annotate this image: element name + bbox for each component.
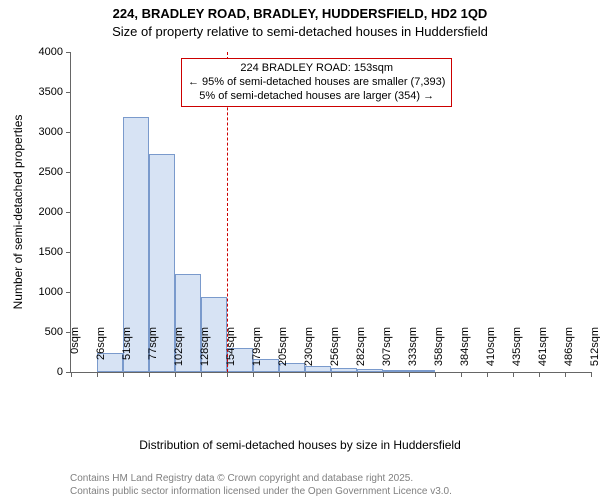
x-tick-label: 128sqm [199, 327, 211, 382]
y-tick [66, 252, 71, 253]
annotation-line-2: ← 95% of semi-detached houses are smalle… [188, 76, 445, 90]
y-tick [66, 92, 71, 93]
x-tick-label: 512sqm [589, 327, 600, 382]
y-tick [66, 292, 71, 293]
y-tick [66, 132, 71, 133]
y-tick [66, 52, 71, 53]
x-tick-label: 26sqm [95, 327, 107, 382]
chart-title-address: 224, BRADLEY ROAD, BRADLEY, HUDDERSFIELD… [0, 6, 600, 21]
y-tick-label: 2000 [39, 206, 63, 218]
x-tick-label: 77sqm [147, 327, 159, 382]
x-tick-label: 307sqm [381, 327, 393, 382]
x-tick-label: 0sqm [69, 327, 81, 382]
annotation-line-1: 224 BRADLEY ROAD: 153sqm [188, 62, 445, 76]
x-tick-label: 230sqm [303, 327, 315, 382]
y-tick-label: 2500 [39, 166, 63, 178]
x-tick-label: 435sqm [511, 327, 523, 382]
annotation-box: 224 BRADLEY ROAD: 153sqm← 95% of semi-de… [181, 58, 452, 107]
y-tick [66, 212, 71, 213]
chart-root: 224, BRADLEY ROAD, BRADLEY, HUDDERSFIELD… [0, 0, 600, 500]
x-tick-label: 410sqm [485, 327, 497, 382]
x-tick-label: 486sqm [563, 327, 575, 382]
attribution-line1: Contains HM Land Registry data © Crown c… [70, 473, 452, 486]
x-axis-label: Distribution of semi-detached houses by … [0, 438, 600, 452]
y-tick-label: 1000 [39, 286, 63, 298]
x-tick-label: 51sqm [121, 327, 133, 382]
y-tick-label: 3500 [39, 86, 63, 98]
x-tick-label: 333sqm [407, 327, 419, 382]
y-tick-label: 3000 [39, 126, 63, 138]
attribution-line2: Contains public sector information licen… [70, 486, 452, 499]
y-tick-label: 1500 [39, 246, 63, 258]
x-tick-label: 256sqm [329, 327, 341, 382]
y-tick [66, 172, 71, 173]
x-tick-label: 179sqm [251, 327, 263, 382]
x-tick-label: 282sqm [355, 327, 367, 382]
x-tick-label: 102sqm [173, 327, 185, 382]
x-tick-label: 461sqm [537, 327, 549, 382]
plot-area: 050010001500200025003000350040000sqm26sq… [70, 52, 591, 373]
annotation-line-3: 5% of semi-detached houses are larger (3… [188, 90, 445, 104]
chart-title-sub: Size of property relative to semi-detach… [0, 24, 600, 39]
x-tick-label: 384sqm [459, 327, 471, 382]
attribution-text: Contains HM Land Registry data © Crown c… [70, 473, 452, 498]
x-tick-label: 205sqm [277, 327, 289, 382]
y-tick-label: 4000 [39, 46, 63, 58]
y-tick-label: 0 [57, 366, 63, 378]
y-axis-label: Number of semi-detached properties [11, 115, 25, 310]
x-tick-label: 358sqm [433, 327, 445, 382]
y-tick-label: 500 [45, 326, 63, 338]
